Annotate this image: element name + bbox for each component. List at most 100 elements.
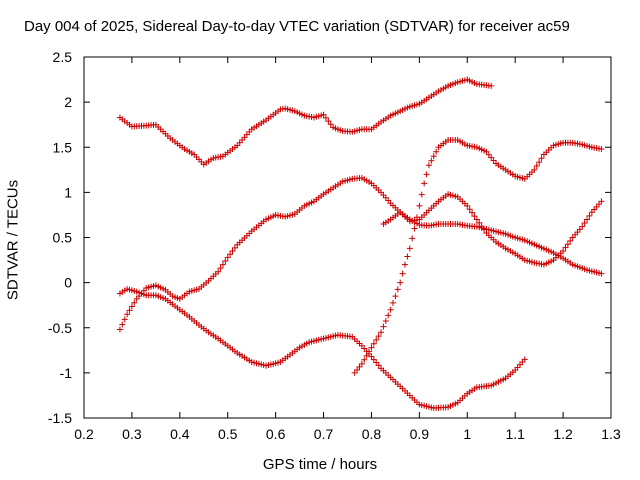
- series-arc-1: [116, 76, 495, 168]
- x-tick-label: 0.4: [170, 426, 190, 442]
- data-point: [390, 299, 397, 306]
- data-point: [373, 336, 380, 343]
- data-point: [387, 306, 394, 313]
- data-point: [128, 303, 135, 310]
- data-point: [476, 219, 483, 226]
- data-point: [409, 235, 416, 242]
- data-point: [423, 171, 430, 178]
- data-point: [560, 248, 567, 255]
- data-point: [428, 157, 435, 164]
- data-point: [471, 213, 478, 220]
- x-tick-label: 0.9: [410, 426, 430, 442]
- x-tick-label: 0.6: [266, 426, 286, 442]
- x-axis-label: GPS time / hours: [262, 456, 378, 473]
- data-point: [567, 237, 574, 244]
- data-point: [481, 226, 488, 233]
- data-point: [533, 162, 540, 169]
- y-axis-label: SDTVAR / TECUs: [4, 179, 22, 301]
- x-tick-label: 1.2: [553, 426, 573, 442]
- x-tick-label: 1.1: [505, 426, 525, 442]
- data-point: [478, 223, 485, 230]
- y-tick-label: 2.5: [53, 49, 73, 65]
- x-tick-label: 0.2: [74, 426, 94, 442]
- data-point: [121, 316, 128, 323]
- data-points: [116, 76, 605, 412]
- data-point: [397, 279, 404, 286]
- series-arc-3: [116, 174, 605, 333]
- data-point: [394, 286, 401, 293]
- data-point: [215, 268, 222, 275]
- data-point: [538, 155, 545, 162]
- data-point: [229, 248, 236, 255]
- data-point: [354, 366, 361, 373]
- data-point: [327, 121, 334, 128]
- data-point: [320, 111, 327, 118]
- series-arc-5: [380, 191, 605, 268]
- data-point: [378, 329, 385, 336]
- data-point: [598, 146, 605, 153]
- y-tick-label: 2: [64, 94, 72, 110]
- series-arc-4: [351, 137, 605, 376]
- data-point: [361, 356, 368, 363]
- y-tick-label: -1.5: [48, 410, 72, 426]
- data-point: [356, 363, 363, 370]
- data-point: [124, 311, 131, 318]
- data-point: [222, 257, 229, 264]
- data-point: [466, 206, 473, 213]
- data-point: [421, 180, 428, 187]
- data-point: [464, 202, 471, 209]
- y-tick-label: 0: [64, 275, 72, 291]
- data-point: [598, 198, 605, 205]
- data-point: [224, 254, 231, 261]
- y-tick-label: 1.5: [53, 139, 73, 155]
- data-point: [406, 245, 413, 252]
- data-point: [581, 220, 588, 227]
- data-point: [126, 307, 133, 314]
- data-point: [598, 270, 605, 277]
- x-tick-label: 0.5: [218, 426, 238, 442]
- data-point: [368, 344, 375, 351]
- x-tick-label: 0.3: [122, 426, 142, 442]
- y-tick-label: -1: [60, 365, 73, 381]
- data-point: [351, 369, 358, 376]
- data-point: [430, 153, 437, 160]
- data-point: [469, 209, 476, 216]
- data-point: [217, 265, 224, 272]
- data-point: [322, 114, 329, 121]
- data-point: [375, 333, 382, 340]
- data-point: [425, 162, 432, 169]
- axes: [83, 56, 612, 419]
- y-tick-label: 0.5: [53, 230, 73, 246]
- data-point: [119, 321, 126, 328]
- plot-frame: [83, 56, 612, 419]
- data-point: [131, 299, 138, 306]
- data-point: [584, 216, 591, 223]
- data-point: [231, 244, 238, 251]
- data-point: [531, 166, 538, 173]
- data-point: [366, 348, 373, 355]
- x-tick-label: 1: [463, 426, 471, 442]
- data-point: [536, 159, 543, 166]
- data-point: [227, 251, 234, 258]
- data-point: [380, 323, 387, 330]
- data-point: [116, 326, 123, 333]
- data-point: [219, 261, 226, 268]
- x-tick-label: 1.3: [601, 426, 621, 442]
- data-point: [370, 340, 377, 347]
- data-point: [399, 270, 406, 277]
- data-point: [473, 216, 480, 223]
- y-tick-label: 1: [64, 184, 72, 200]
- data-point: [401, 261, 408, 268]
- data-point: [521, 356, 528, 363]
- x-tick-label: 0.7: [314, 426, 334, 442]
- chart-title: Day 004 of 2025, Sidereal Day-to-day VTE…: [24, 18, 570, 35]
- data-point: [385, 312, 392, 319]
- data-point: [433, 148, 440, 155]
- data-point: [562, 244, 569, 251]
- data-point: [564, 241, 571, 248]
- data-point: [382, 317, 389, 324]
- series-arc-2: [116, 285, 528, 412]
- data-point: [416, 202, 423, 209]
- axis-ticks: 0.2 0.3 0.4 0.5 0.6 0.7 0.8 0.9 1 1.1 1.2 1.3 -1.5 -1…: [48, 49, 621, 442]
